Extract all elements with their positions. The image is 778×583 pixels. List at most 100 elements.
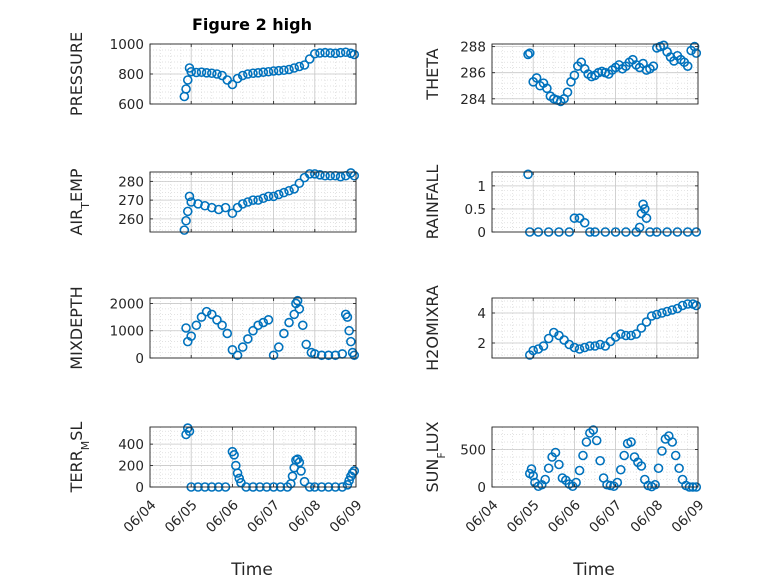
data-point bbox=[581, 437, 592, 447]
data-point bbox=[201, 68, 212, 78]
data-point bbox=[309, 48, 320, 59]
data-point bbox=[201, 306, 212, 317]
data-point bbox=[181, 215, 191, 226]
data-point bbox=[330, 48, 341, 59]
data-point bbox=[196, 312, 207, 322]
y-tick-label: 0 bbox=[135, 480, 144, 496]
data-point bbox=[571, 477, 581, 488]
y-tick-label: 4 bbox=[477, 306, 486, 322]
data-point bbox=[538, 341, 549, 351]
data-point bbox=[574, 344, 585, 354]
data-point bbox=[243, 334, 253, 344]
data-point bbox=[526, 464, 537, 474]
data-point bbox=[631, 329, 642, 339]
data-point bbox=[342, 480, 353, 490]
data-point bbox=[297, 320, 308, 331]
data-point bbox=[207, 309, 217, 320]
data-point bbox=[323, 350, 334, 361]
data-point bbox=[648, 61, 659, 71]
data-point bbox=[674, 463, 684, 474]
data-point bbox=[657, 308, 667, 318]
data-point bbox=[330, 350, 341, 361]
x-tick-label: 06/09 bbox=[669, 497, 708, 536]
data-point bbox=[207, 68, 217, 79]
x-tick-label: 06/04 bbox=[121, 497, 160, 536]
data-point bbox=[253, 195, 263, 205]
x-tick-label: 06/09 bbox=[327, 497, 366, 536]
data-point bbox=[349, 350, 360, 361]
data-point bbox=[531, 73, 542, 83]
data-point bbox=[253, 320, 263, 331]
data-point bbox=[615, 329, 626, 339]
data-point bbox=[588, 425, 599, 435]
data-point bbox=[284, 317, 294, 328]
data-point bbox=[289, 63, 300, 73]
panel-mixdepth: 0 1000 2000 MIXDEPTH bbox=[67, 286, 360, 370]
data-point bbox=[284, 64, 294, 75]
data-point bbox=[248, 195, 258, 205]
y-axis-label: H2OMIXRA bbox=[423, 285, 442, 371]
data-point bbox=[548, 327, 559, 338]
x-axis-label-left: Time bbox=[230, 560, 273, 580]
data-point bbox=[667, 437, 678, 447]
data-point bbox=[335, 171, 346, 182]
y-tick-label: 2000 bbox=[110, 296, 144, 312]
x-tick-label: 06/08 bbox=[285, 497, 324, 536]
panel-pressure: 600 800 1000 PRESSURE bbox=[67, 32, 360, 116]
panel-theta: 284 286 288 THETA bbox=[423, 40, 702, 108]
data-point bbox=[309, 169, 320, 179]
data-point bbox=[179, 225, 190, 235]
x-tick-label: 06/07 bbox=[244, 497, 283, 536]
data-point bbox=[184, 191, 195, 202]
data-point bbox=[528, 345, 539, 356]
panel-rainfall: 0 0.5 1 RAINFALL bbox=[423, 165, 702, 241]
axes-box bbox=[491, 43, 699, 105]
data-point bbox=[320, 47, 330, 58]
panel-h2omixra: 2 4 H2OMIXRA bbox=[423, 285, 702, 371]
data-point bbox=[196, 67, 207, 77]
y-tick-label: 1000 bbox=[110, 324, 144, 340]
x-tick-label: 06/05 bbox=[162, 497, 201, 536]
data-point bbox=[528, 470, 539, 481]
data-point bbox=[347, 468, 358, 478]
data-point bbox=[634, 222, 645, 233]
y-tick-label: 0 bbox=[135, 351, 144, 367]
data-point bbox=[639, 204, 650, 214]
data-point bbox=[237, 70, 248, 81]
y-tick-label: 1 bbox=[477, 179, 486, 195]
data-point bbox=[229, 450, 239, 460]
data-point bbox=[591, 435, 602, 446]
data-point bbox=[650, 479, 660, 490]
y-tick-label: 1000 bbox=[110, 37, 144, 53]
data-point bbox=[578, 450, 588, 461]
data-point bbox=[682, 61, 693, 71]
data-point bbox=[212, 315, 222, 325]
data-point bbox=[248, 68, 258, 79]
data-point bbox=[569, 213, 580, 223]
data-point bbox=[182, 206, 193, 217]
data-point bbox=[304, 54, 315, 64]
data-point bbox=[301, 339, 312, 350]
data-point bbox=[258, 67, 269, 77]
data-point bbox=[227, 208, 238, 219]
y-tick-label: 284 bbox=[460, 92, 486, 108]
data-point bbox=[646, 311, 657, 321]
data-point bbox=[542, 83, 552, 94]
data-point bbox=[619, 450, 629, 461]
data-point bbox=[186, 66, 196, 77]
data-point bbox=[237, 199, 248, 209]
data-point bbox=[569, 342, 580, 353]
data-point bbox=[590, 341, 600, 351]
data-point bbox=[315, 170, 325, 180]
data-point bbox=[595, 339, 605, 350]
data-point bbox=[626, 437, 636, 447]
data-point bbox=[610, 332, 621, 342]
y-tick-label: 0 bbox=[477, 225, 486, 241]
axes-box bbox=[491, 426, 699, 488]
data-point bbox=[232, 73, 243, 84]
data-point bbox=[689, 41, 700, 52]
data-point bbox=[346, 336, 356, 347]
data-point bbox=[636, 461, 647, 471]
data-point bbox=[253, 68, 263, 78]
